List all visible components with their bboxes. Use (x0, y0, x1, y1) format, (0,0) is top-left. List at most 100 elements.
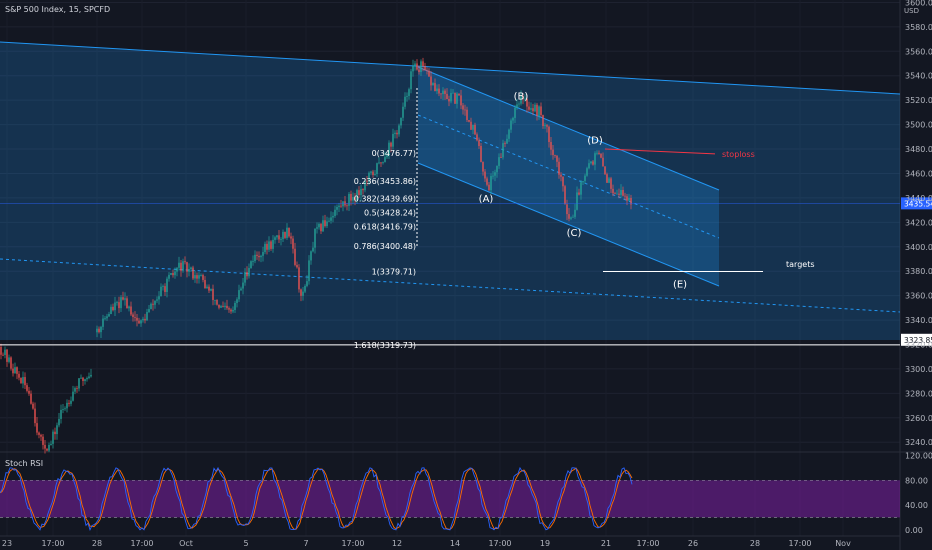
price-tick-label: 3280.00 (905, 389, 932, 398)
candle-body (224, 305, 226, 307)
price-badge (901, 333, 932, 346)
candle-body (230, 309, 232, 312)
candle-body (194, 275, 196, 279)
candle-body (186, 262, 188, 272)
candle-body (234, 303, 236, 310)
candle-body (446, 93, 448, 100)
candle-body (284, 231, 286, 238)
candle-body (600, 153, 602, 158)
candle-body (522, 95, 524, 100)
candle-body (88, 376, 90, 379)
candle-body (192, 267, 194, 279)
price-tick-label: 3580.00 (905, 23, 932, 32)
candle-body (18, 373, 20, 378)
candle-body (414, 63, 416, 66)
candle-body (144, 318, 146, 321)
candle-body (378, 162, 380, 164)
fib-level-label: 0.382(3439.69) (354, 194, 416, 203)
candle-body (60, 409, 62, 419)
candle-body (614, 193, 616, 195)
candle-body (146, 312, 148, 321)
time-tick-label: 17:00 (341, 539, 364, 548)
candle-body (442, 90, 444, 95)
descending-channel-mid (417, 114, 720, 239)
candle-body (272, 239, 274, 249)
time-tick-label: Nov (835, 539, 851, 548)
indicator-tick-label: 80.00 (905, 476, 928, 485)
candle-body (130, 306, 132, 315)
candle-body (38, 432, 40, 435)
chart-title: S&P 500 Index, 15, SPCFD (5, 5, 110, 14)
candle-body (432, 83, 434, 86)
candle-body (590, 161, 592, 164)
candle-body (22, 377, 24, 384)
candle-body (534, 104, 536, 112)
candle-body (514, 107, 516, 118)
candle-body (310, 251, 312, 261)
candle-body (248, 268, 250, 277)
stoploss-line (604, 148, 716, 155)
candle-body (520, 95, 522, 104)
candle-body (486, 178, 488, 185)
candle-body (206, 286, 208, 289)
price-axis[interactable]: 3600.00 3580.00 3560.00 3540.00 3520.00 3500.… (905, 0, 932, 535)
price-tick-label: 3420.00 (905, 218, 932, 227)
candle-body (306, 281, 308, 286)
candle-body (6, 349, 8, 362)
candle-body (544, 125, 546, 126)
candle-body (218, 304, 220, 308)
candle-body (556, 155, 558, 162)
candle-body (526, 98, 528, 107)
candle-body (626, 196, 628, 201)
candle-body (122, 297, 124, 300)
candle-body (380, 162, 382, 164)
candle-body (416, 63, 418, 70)
candle-body (148, 309, 150, 313)
stoch-rsi-pane (0, 466, 900, 532)
candle-body (30, 393, 32, 404)
candle-body (554, 155, 556, 156)
price-tick-label: 3440.00 (905, 194, 932, 203)
candle-body (288, 227, 290, 237)
time-axis[interactable]: 23 17:00 28 17:00 Oct 5 7 17:00 12 14 17:00 19 21 17:… (2, 539, 851, 548)
candle-body (232, 309, 234, 312)
candle-body (464, 109, 466, 111)
candle-body (124, 298, 126, 300)
candle-body (366, 180, 368, 182)
stoch-rsi-k-line (0, 466, 633, 532)
candle-body (108, 314, 110, 317)
candle-body (126, 298, 128, 309)
candle-body (220, 306, 222, 308)
candle-body (482, 161, 484, 172)
candle-body (134, 317, 136, 318)
candle-body (242, 282, 244, 289)
candle-body (216, 299, 218, 305)
currency-label: USD (904, 7, 919, 15)
candle-body (300, 289, 302, 296)
candle-body (78, 378, 80, 389)
trend-channels (0, 41, 901, 340)
candle-body (542, 115, 544, 126)
candle-body (480, 146, 482, 162)
candle-body (106, 316, 108, 319)
price-tick-label: 3400.00 (905, 243, 932, 252)
candle-body (484, 171, 486, 179)
candle-body (66, 402, 68, 409)
candle-body (612, 188, 614, 194)
candle-body (176, 267, 178, 272)
candle-body (576, 192, 578, 210)
candle-body (240, 288, 242, 291)
candle-body (410, 71, 412, 90)
candle-body (252, 261, 254, 262)
candle-body (608, 178, 610, 183)
candle-body (616, 193, 618, 195)
candle-body (362, 188, 364, 191)
candle-body (364, 180, 366, 191)
candle-body (594, 153, 596, 165)
candle-body (382, 162, 384, 163)
candle-body (158, 296, 160, 300)
candle-body (304, 285, 306, 292)
candle-body (64, 408, 66, 410)
fib-level-label: 0.786(3400.48) (354, 242, 416, 251)
